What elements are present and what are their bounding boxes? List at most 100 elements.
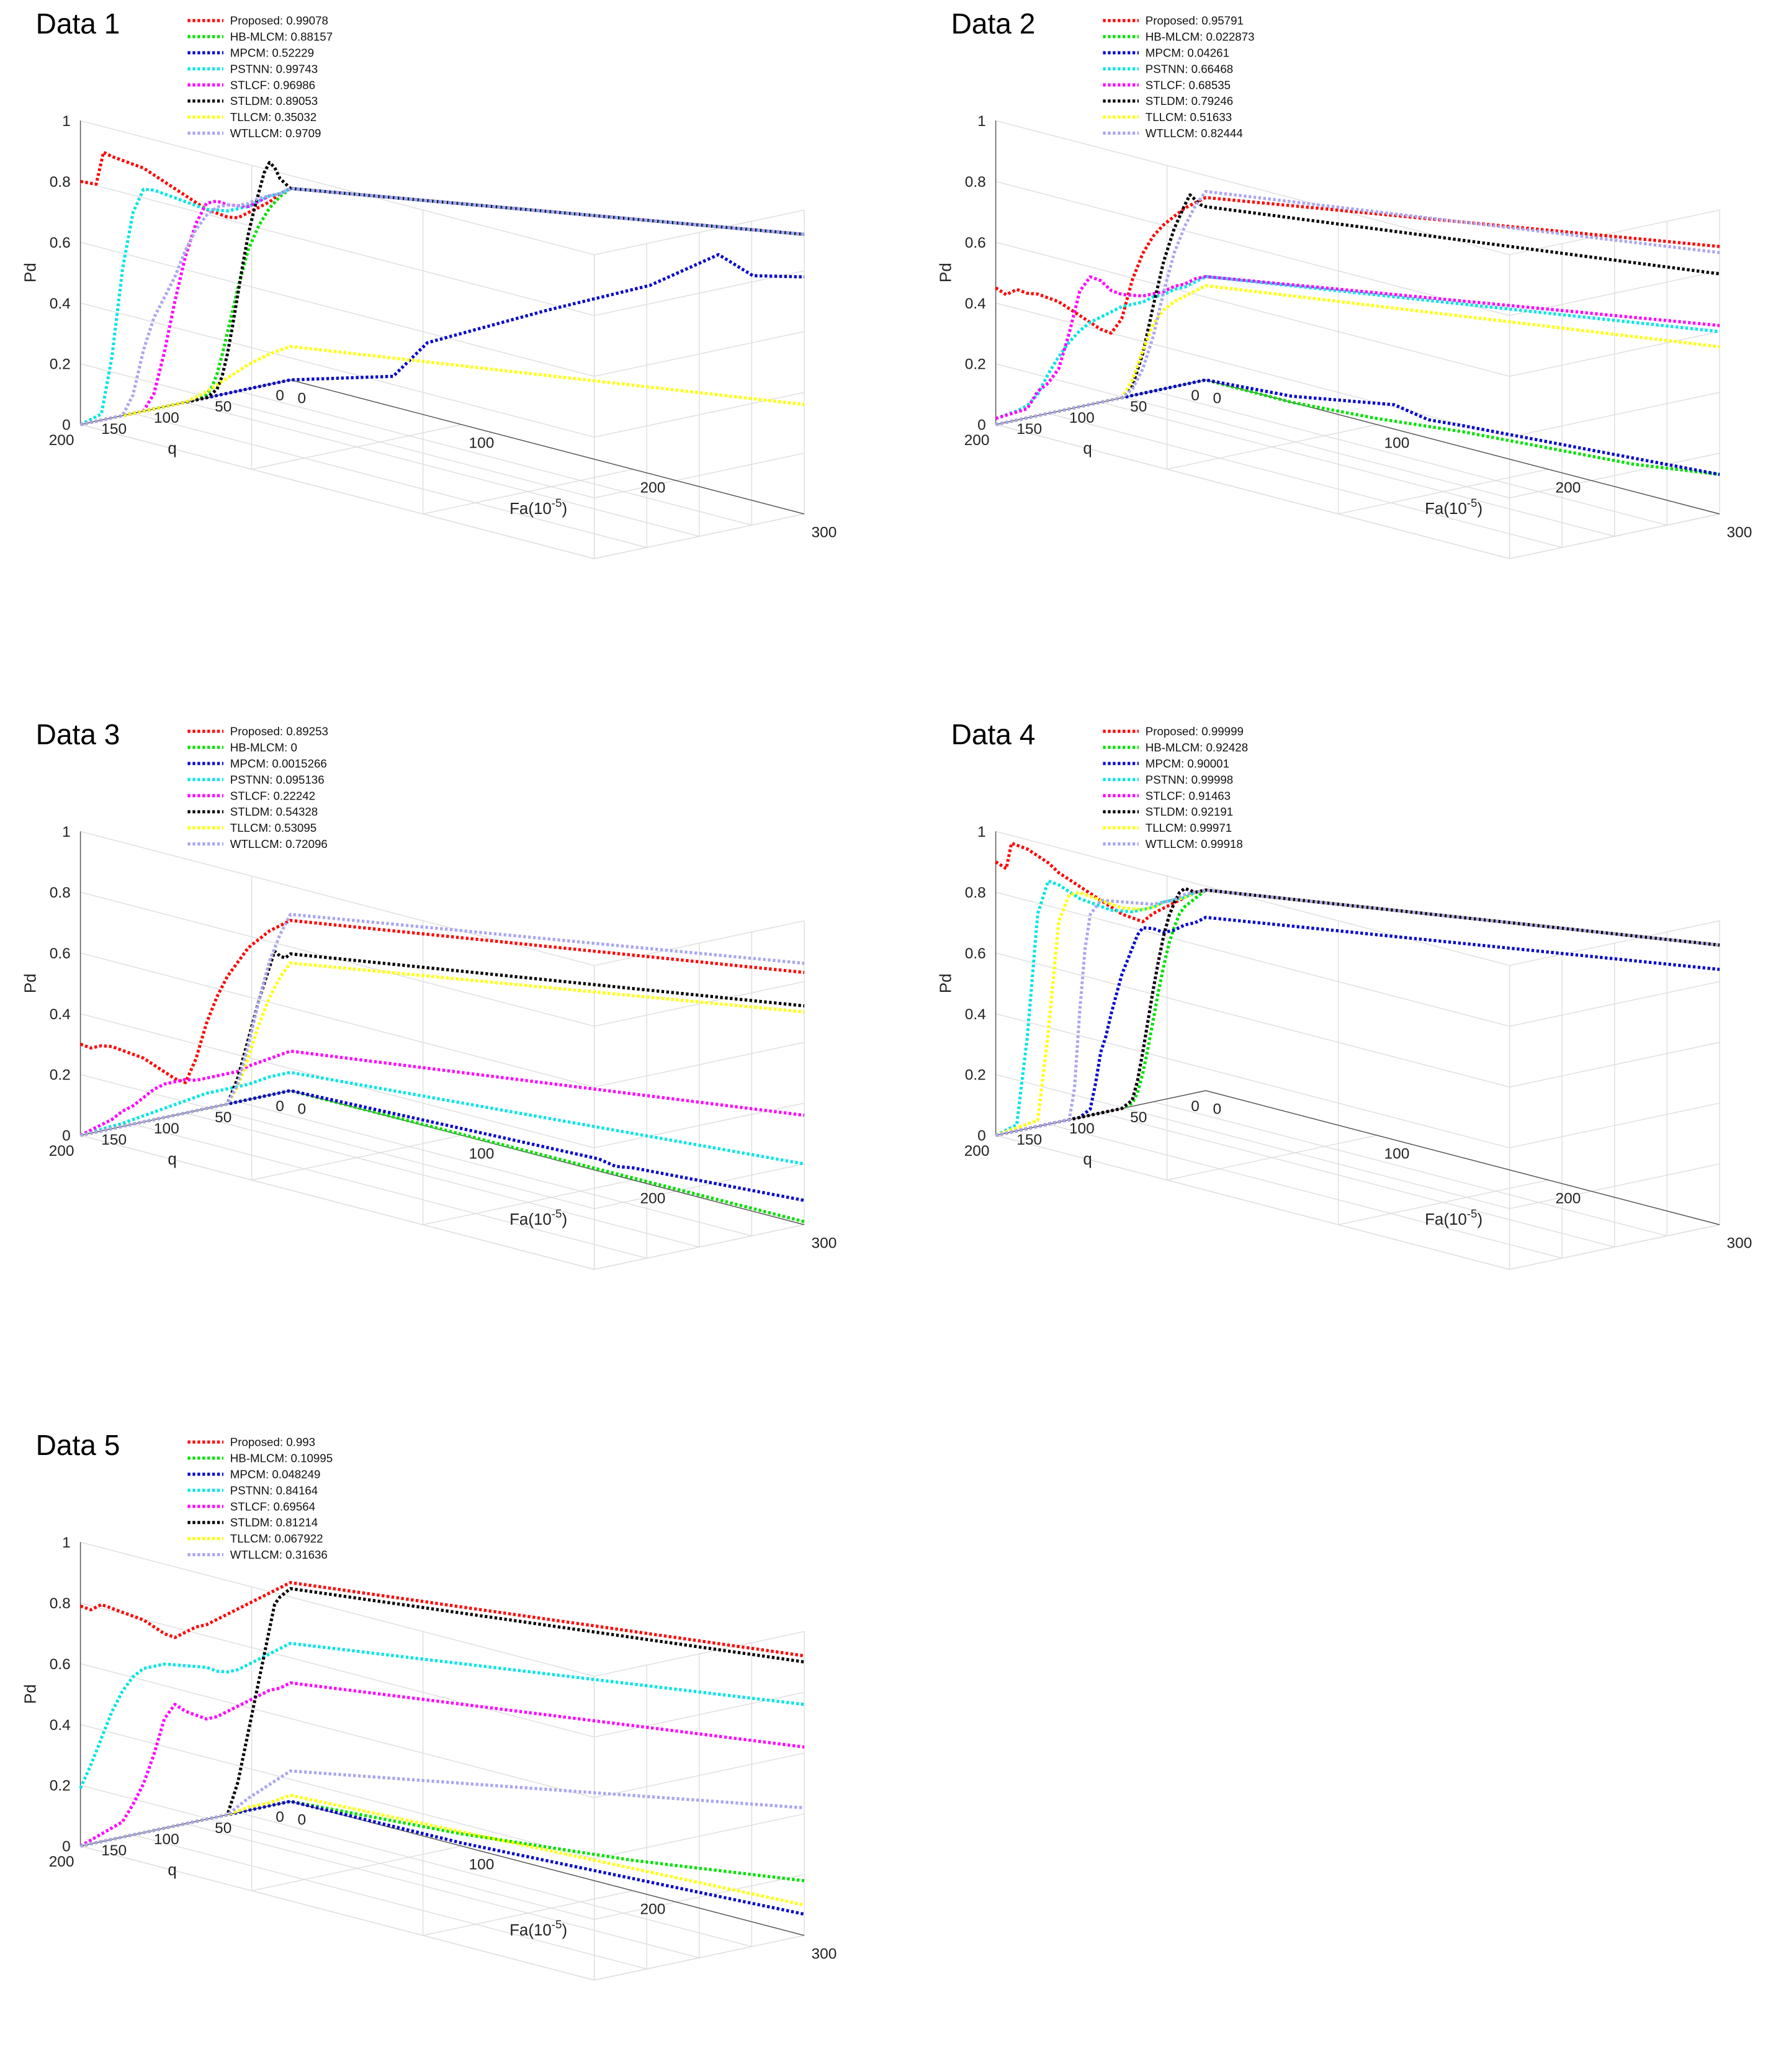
legend-colon: :	[1195, 127, 1201, 140]
z-tick-label: 0.2	[50, 1067, 71, 1084]
legend-value: 0.90001	[1187, 757, 1229, 770]
z-tick-label: 0.6	[50, 235, 71, 251]
legend-colon: :	[1185, 94, 1191, 107]
series-line-pstnn	[79, 187, 805, 426]
legend-entry: STLCF: 0.69564	[230, 1500, 315, 1513]
q-axis-label: q	[1083, 440, 1092, 457]
q-tick-label: 100	[1069, 410, 1095, 426]
legend-value: 0.51633	[1190, 110, 1232, 124]
q-tick-label: 50	[1130, 1109, 1147, 1126]
z-tick-label: 0	[977, 417, 986, 434]
grid	[995, 120, 1720, 559]
q-tick-label: 0	[276, 387, 284, 404]
legend-value: 0.52229	[272, 46, 314, 59]
chart-panel-2: 00.20.40.60.810501001502000100200300PdqF…	[938, 7, 1752, 559]
legend-value: 0.99998	[1191, 773, 1234, 786]
legend-colon: :	[1183, 821, 1190, 834]
legend-name: WTLLCM	[230, 1548, 279, 1561]
legend-colon: :	[1181, 46, 1187, 59]
q-tick-label: 150	[101, 1132, 127, 1148]
fa-axis	[1205, 379, 1720, 515]
legend-value: 0.35032	[275, 110, 317, 124]
legend-value: 0.54328	[276, 805, 318, 818]
legend-entry: WTLLCM: 0.99918	[1146, 837, 1243, 850]
legend-value: 0	[290, 741, 297, 754]
legend-entry: Proposed: 0.993	[230, 1436, 315, 1449]
series-line-mpcm	[80, 253, 805, 426]
legend-name: PSTNN	[230, 773, 269, 786]
z-tick-label: 0.4	[965, 295, 986, 312]
legend-colon: :	[1181, 757, 1187, 770]
q-axis-label: q	[1083, 1151, 1092, 1168]
fa-tick-label: 300	[1727, 1235, 1752, 1251]
chart-panel-4: 00.20.40.60.810501001502000100200300PdqF…	[938, 718, 1752, 1270]
fa-label-exp: -5	[552, 1917, 562, 1930]
q-axis-label: q	[168, 1151, 176, 1168]
chart-panel-3: 00.20.40.60.810501001502000100200300PdqF…	[22, 718, 837, 1270]
z-axis-label: Pd	[938, 973, 955, 993]
z-tick-label: 0.6	[965, 945, 986, 962]
fa-label-exp: -5	[552, 1207, 562, 1220]
legend-name: WTLLCM	[1146, 127, 1195, 140]
fa-tick-label: 0	[298, 1101, 307, 1117]
legend-name: HB-MLCM	[1146, 741, 1200, 754]
legend-value: 0.68535	[1188, 78, 1231, 91]
legend-colon: :	[284, 30, 290, 43]
legend-colon: :	[1185, 773, 1191, 786]
legend-entry: Proposed: 0.89253	[230, 725, 328, 738]
legend-colon: :	[280, 14, 286, 27]
panel-title: Data 4	[951, 718, 1036, 750]
q-tick-label: 200	[964, 432, 990, 449]
legend-name: Proposed	[230, 725, 280, 738]
legend-value: 0.89053	[276, 94, 318, 107]
fa-tick-label: 0	[1213, 390, 1222, 407]
z-tick-label: 1	[977, 113, 986, 130]
legend-name: STLCF	[230, 1500, 267, 1513]
z-tick-label: 0.4	[965, 1006, 986, 1023]
series-line-wtllcm	[80, 1769, 805, 1848]
fa-tick-label: 200	[640, 1190, 666, 1207]
fa-tick-label: 100	[469, 435, 495, 451]
legend-entry: HB-MLCM: 0	[230, 741, 297, 754]
fa-label-base: Fa(10	[509, 500, 552, 518]
legend-colon: :	[267, 1500, 273, 1513]
legend-entry: WTLLCM: 0.9709	[230, 127, 321, 140]
fa-axis-label: Fa(10-5)	[509, 496, 567, 518]
legend-value: 0.22242	[273, 789, 315, 802]
series-line-proposed	[995, 841, 1720, 947]
legend-name: MPCM	[1146, 757, 1181, 770]
legend-entry: WTLLCM: 0.82444	[1146, 127, 1243, 140]
legend-colon: :	[268, 1532, 274, 1545]
z-axis-label: Pd	[22, 1684, 40, 1704]
q-axis	[995, 1090, 1206, 1136]
q-tick-label: 100	[1069, 1120, 1095, 1137]
z-tick-label: 0	[62, 1839, 71, 1855]
z-tick-label: 0.8	[50, 1595, 71, 1612]
legend-entry: PSTNN: 0.66468	[1146, 62, 1233, 75]
fa-label-exp: -5	[1467, 496, 1478, 509]
fa-axis-label: Fa(10-5)	[1425, 1207, 1483, 1228]
series-line-stldm	[80, 1587, 805, 1848]
legend-colon: :	[1182, 789, 1188, 802]
series-line-stldm	[995, 193, 1720, 426]
legend-colon: :	[1200, 30, 1206, 43]
z-tick-label: 1	[62, 1534, 71, 1551]
legend-colon: :	[269, 805, 276, 818]
legend-entry: HB-MLCM: 0.92428	[1146, 741, 1248, 754]
legend-value: 0.66468	[1191, 62, 1234, 75]
series-line-mpcm	[80, 1799, 805, 1916]
legend-colon: :	[284, 741, 290, 754]
legend-name: HB-MLCM	[230, 741, 284, 754]
z-tick-label: 0	[977, 1128, 986, 1145]
legend-value: 0.92428	[1206, 741, 1248, 754]
legend-entry: WTLLCM: 0.72096	[230, 837, 328, 850]
legend-colon: :	[1195, 725, 1201, 738]
series-line-stldm	[80, 949, 805, 1137]
legend-name: PSTNN	[230, 62, 269, 75]
legend-entry: Proposed: 0.99078	[230, 14, 328, 27]
legend-entry: MPCM: 0.90001	[1146, 757, 1229, 770]
legend-name: MPCM	[230, 757, 266, 770]
grid	[79, 831, 805, 1270]
legend-colon: :	[269, 94, 276, 107]
legend-colon: :	[267, 78, 273, 91]
